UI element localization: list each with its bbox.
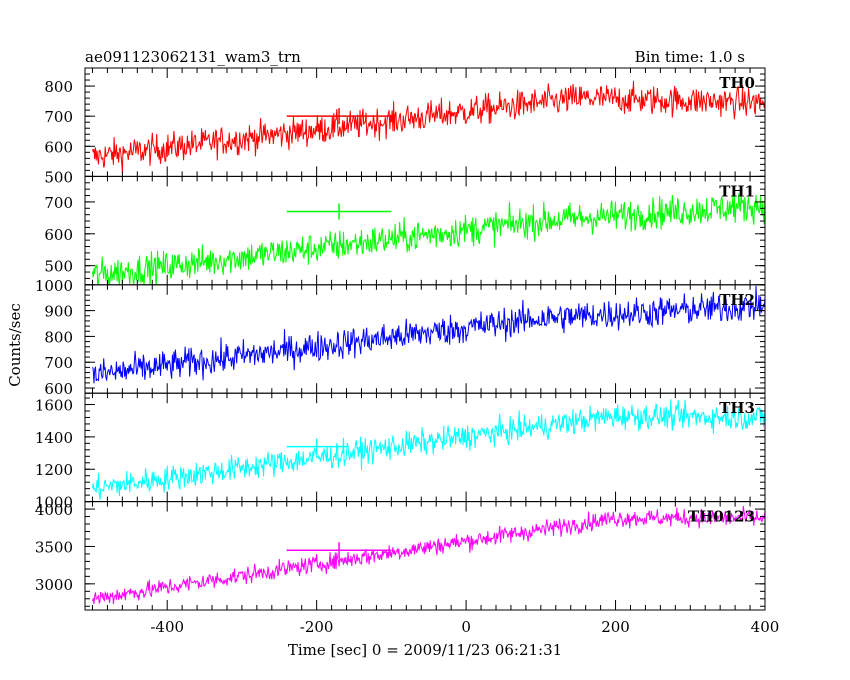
panel-frame <box>84 501 766 611</box>
panel-th2: 600 700 800 900 1000 TH2 <box>35 277 766 398</box>
y-tick-label: 1400 <box>35 429 73 447</box>
panels: 500 600 700 800 TH0 500 600 700 TH1 600 700 800 900 1… <box>35 67 780 636</box>
panel-label: TH0123 <box>688 508 755 526</box>
y-tick-label: 1000 <box>35 277 73 295</box>
y-tick-label: 500 <box>44 168 73 186</box>
y-tick-label: 1200 <box>35 461 73 479</box>
y-tick-label: 500 <box>44 258 73 276</box>
y-tick-label: 1000 <box>35 494 73 512</box>
panel-th0123: 3000 3500 4000 TH0123 -400 -200 0 200 400 <box>35 501 780 636</box>
panel-label: TH1 <box>719 182 755 200</box>
x-tick-label: 400 <box>751 618 780 636</box>
y-tick-label: 3000 <box>35 576 73 594</box>
lightcurve-th0 <box>92 80 765 173</box>
y-tick-label: 1600 <box>35 397 73 415</box>
y-axis-label: Counts/sec <box>6 303 24 387</box>
panel-frame <box>84 392 766 503</box>
x-tick-label: -400 <box>150 618 184 636</box>
y-tick-label: 4000 <box>35 501 73 519</box>
panel-th0: 500 600 700 800 TH0 <box>44 67 766 186</box>
lightcurve-th2 <box>92 285 765 384</box>
panel-label: TH0 <box>719 74 755 92</box>
panel-label: TH2 <box>719 291 755 309</box>
lightcurve-th1 <box>92 191 765 285</box>
x-tick-label: 0 <box>461 618 471 636</box>
lightcurve-th0123 <box>92 505 765 605</box>
y-tick-label: 700 <box>44 354 73 372</box>
bin-time-label: Bin time: 1.0 s <box>635 48 745 66</box>
panel-th3: 1000 1200 1400 1600 TH3 <box>35 392 766 512</box>
x-axis-label: Time [sec] 0 = 2009/11/23 06:21:31 <box>288 641 562 659</box>
panel-label: TH3 <box>719 399 755 417</box>
lightcurve-th3 <box>92 399 765 500</box>
y-tick-label: 800 <box>44 78 73 96</box>
y-tick-label: 700 <box>44 108 73 126</box>
x-tick-label: -200 <box>300 618 334 636</box>
y-tick-label: 900 <box>44 303 73 321</box>
x-tick-label: 200 <box>601 618 630 636</box>
y-tick-label: 600 <box>44 138 73 156</box>
y-tick-label: 700 <box>44 194 73 212</box>
y-tick-label: 800 <box>44 328 73 346</box>
panel-th1: 500 600 700 TH1 <box>44 175 766 286</box>
y-tick-label: 3500 <box>35 538 73 556</box>
panel-frame <box>84 284 766 394</box>
y-tick-label: 600 <box>44 226 73 244</box>
y-tick-label: 600 <box>44 380 73 398</box>
plot-title: ae091123062131_wam3_trn <box>85 48 301 66</box>
